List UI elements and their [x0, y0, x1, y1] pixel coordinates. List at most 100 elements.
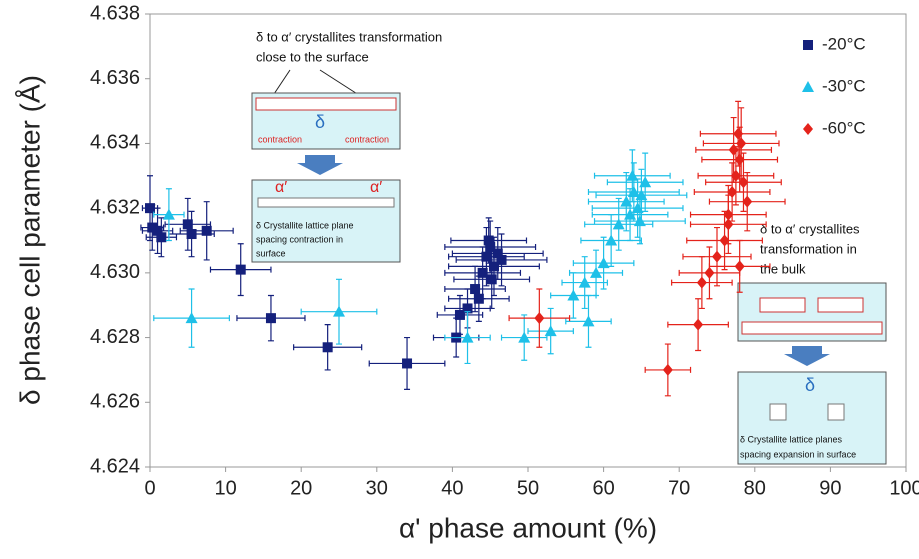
point: [730, 169, 741, 182]
point: [462, 303, 473, 314]
legend-label: -30°C: [822, 76, 866, 95]
point: [544, 325, 557, 337]
x-tick-label: 50: [517, 477, 539, 499]
point: [597, 257, 610, 269]
point: [736, 137, 747, 150]
y-tick-label: 4.638: [90, 2, 140, 24]
point: [152, 225, 163, 236]
point: [454, 309, 465, 320]
point: [624, 208, 637, 220]
point: [728, 143, 739, 156]
inset-label: contraction: [345, 134, 389, 144]
x-tick-label: 70: [668, 477, 690, 499]
point: [639, 176, 652, 188]
x-tick-label: 20: [290, 477, 312, 499]
inset-layer: [255, 97, 397, 111]
point: [727, 185, 738, 198]
y-tick-label: 4.636: [90, 67, 140, 89]
point: [534, 312, 545, 325]
point: [265, 313, 276, 324]
point: [488, 261, 499, 272]
point: [738, 176, 749, 189]
annotation-title: δ to α′ crystallites transformation: [256, 29, 442, 44]
point: [633, 215, 646, 227]
point: [612, 218, 625, 230]
point: [635, 189, 648, 201]
inset-caption: spacing contraction in: [256, 234, 343, 244]
point: [719, 234, 730, 247]
y-tick-label: 4.632: [90, 196, 140, 218]
point: [567, 289, 580, 301]
point: [578, 276, 591, 288]
point: [696, 276, 707, 289]
y-tick-label: 4.628: [90, 326, 140, 348]
point: [477, 267, 488, 278]
x-axis-label: α' phase amount (%): [399, 512, 657, 543]
y-tick-label: 4.624: [90, 455, 140, 477]
annotation-title: the bulk: [760, 261, 806, 276]
point: [620, 195, 633, 207]
point: [185, 312, 198, 324]
y-tick-label: 4.626: [90, 391, 140, 413]
legend-label: -20°C: [822, 34, 866, 53]
point: [156, 232, 167, 243]
point: [481, 251, 492, 262]
point: [402, 358, 413, 369]
x-tick-label: 30: [366, 477, 388, 499]
x-tick-label: 90: [819, 477, 841, 499]
point: [693, 318, 704, 331]
x-tick-label: 100: [889, 477, 919, 499]
point: [734, 260, 745, 273]
point: [712, 250, 722, 263]
point: [235, 264, 246, 275]
point: [333, 305, 345, 317]
point: [662, 363, 673, 376]
point: [518, 331, 531, 343]
legend-label: -60°C: [822, 118, 866, 137]
inset-caption: spacing expansion in surface: [740, 449, 856, 459]
inset-layer: [817, 297, 864, 313]
point: [627, 185, 640, 197]
point: [802, 81, 814, 92]
point: [803, 123, 813, 135]
point: [182, 219, 193, 230]
point: [590, 266, 603, 278]
inset: [251, 179, 401, 263]
inset-label: contraction: [258, 134, 302, 144]
inset-symbol: α′: [275, 179, 287, 196]
x-tick-label: 40: [441, 477, 463, 499]
inset: [737, 371, 887, 465]
point: [492, 248, 503, 259]
point: [631, 202, 644, 214]
point: [582, 315, 595, 327]
point: [496, 254, 507, 265]
y-axis-label: δ phase cell parameter (Å): [14, 75, 45, 405]
point: [186, 229, 197, 240]
annotation-title: transformation in: [760, 241, 857, 256]
point: [145, 203, 155, 214]
inset-symbol: δ: [805, 375, 815, 395]
point: [483, 235, 494, 246]
x-tick-label: 0: [144, 477, 155, 499]
inset-layer: [741, 321, 883, 335]
annotations: δ to α′ crystallites transformation clos…: [251, 29, 887, 465]
y-tick-label: 4.634: [90, 132, 140, 154]
inset-layer: [257, 197, 395, 208]
arrow-down: [297, 155, 343, 175]
y-tick-label: 4.630: [90, 261, 140, 283]
point: [470, 284, 481, 295]
point: [723, 208, 734, 221]
point: [742, 195, 753, 208]
annotation-title: close to the surface: [256, 49, 369, 64]
point: [486, 274, 497, 285]
inset-caption: δ Crystallite lattice planes: [740, 434, 843, 444]
point: [147, 222, 158, 233]
point: [605, 234, 618, 246]
point: [473, 293, 484, 304]
point: [734, 153, 745, 166]
inset-caption: δ Crystallite lattice plane: [256, 220, 354, 230]
inset-symbol: δ: [315, 112, 325, 132]
point: [322, 342, 333, 353]
